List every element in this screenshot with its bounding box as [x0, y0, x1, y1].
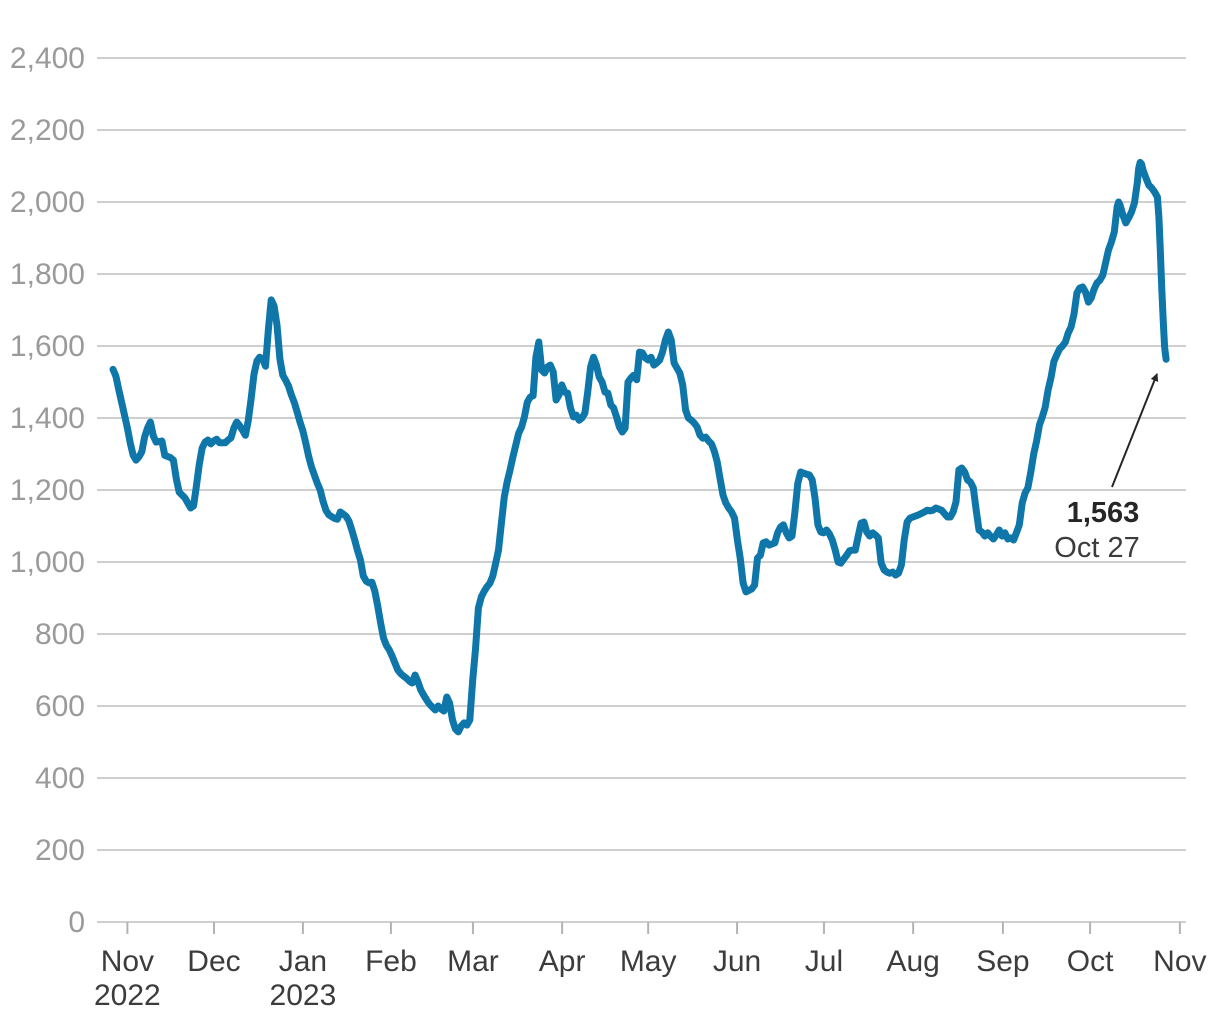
y-tick-label: 1,200 — [10, 474, 85, 507]
x-tick-label-month: Nov — [1153, 945, 1206, 978]
x-tick-label-month: Jun — [713, 945, 761, 978]
y-tick-label: 1,000 — [10, 546, 85, 579]
data-line — [109, 158, 1170, 736]
x-tick-label-month: Apr — [539, 945, 586, 978]
y-tick-label: 400 — [35, 762, 85, 795]
y-tick-label: 1,600 — [10, 330, 85, 363]
y-tick-label: 200 — [35, 834, 85, 867]
x-tick-label-month: Oct — [1067, 945, 1114, 978]
y-tick-label: 0 — [68, 906, 85, 939]
y-axis-labels: 0 200 400 600 800 1,000 1,200 1,400 1,600 1,800 2,… — [10, 42, 85, 939]
x-tick-label-month: Nov — [101, 945, 154, 978]
y-tick-label: 2,000 — [10, 186, 85, 219]
x-tick-label-year: 2023 — [270, 979, 337, 1012]
annotation-arrow — [1111, 373, 1159, 488]
x-tick-label-month: Sep — [976, 945, 1029, 978]
x-tick-label-month: May — [620, 945, 677, 978]
x-tick-label-month: Feb — [365, 945, 417, 978]
annotation-value: 1,563 — [1067, 497, 1140, 529]
y-tick-label: 2,200 — [10, 114, 85, 147]
y-tick-label: 2,400 — [10, 42, 85, 75]
x-tick-label-month: Aug — [886, 945, 939, 978]
y-tick-label: 1,400 — [10, 402, 85, 435]
y-tick-label: 600 — [35, 690, 85, 723]
x-tick-label-month: Jul — [805, 945, 843, 978]
y-tick-label: 1,800 — [10, 258, 85, 291]
x-tick-label-month: Mar — [447, 945, 499, 978]
x-axis-ticks — [126, 922, 1181, 934]
x-tick-label-year: 2022 — [94, 979, 161, 1012]
y-gridlines — [97, 57, 1186, 923]
annotation-date: Oct 27 — [1054, 532, 1139, 564]
y-tick-label: 800 — [35, 618, 85, 651]
x-tick-label-month: Dec — [187, 945, 240, 978]
x-tick-label-month: Jan — [279, 945, 327, 978]
